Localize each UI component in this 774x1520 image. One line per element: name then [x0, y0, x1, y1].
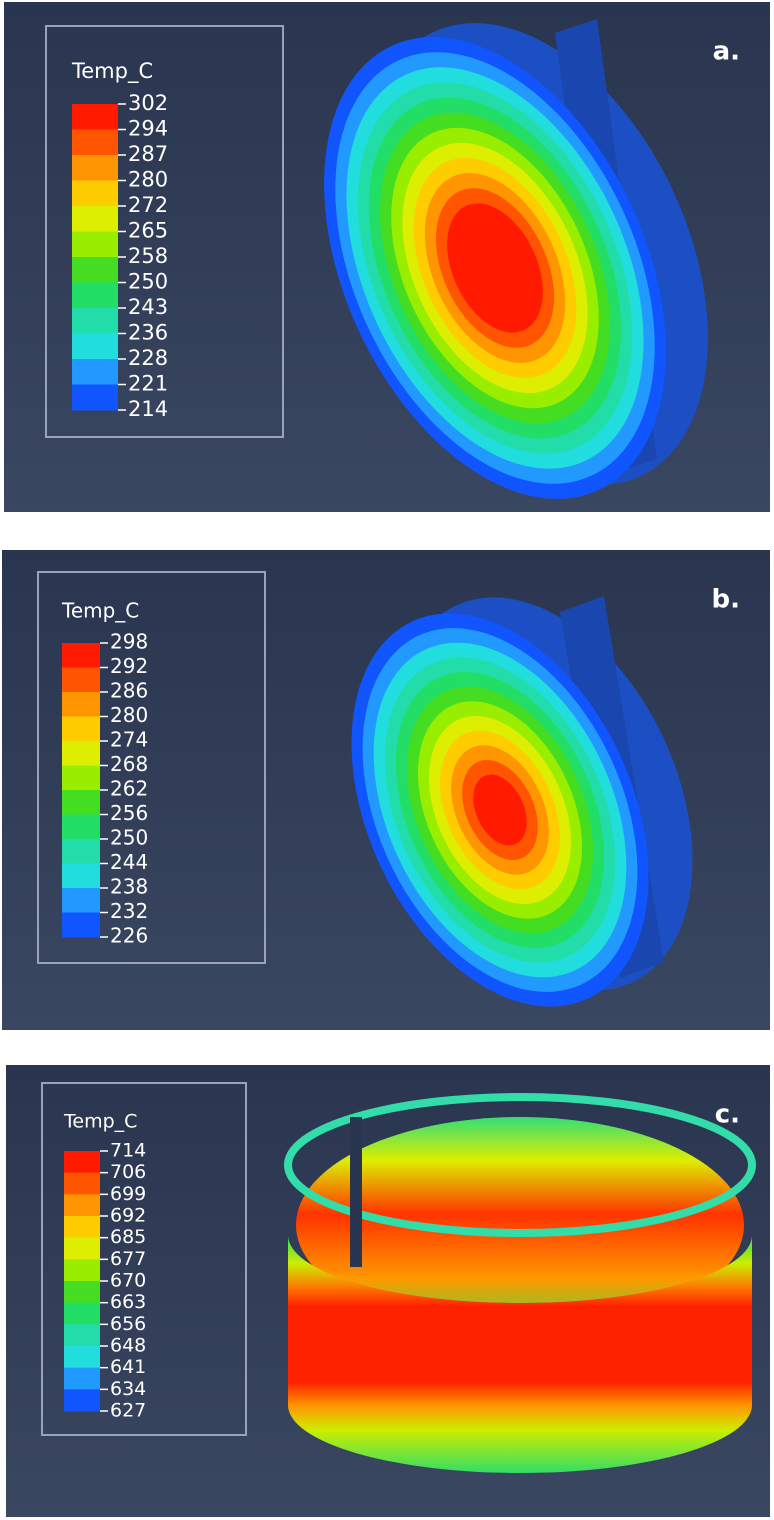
legend-color-band	[72, 104, 118, 130]
legend-value: 634	[110, 1378, 146, 1400]
legend-color-band	[72, 181, 118, 207]
legend-color-band	[72, 155, 118, 181]
legend-value: 244	[110, 850, 148, 874]
figure: Temp_Ca.30229428728027226525825024323622…	[0, 0, 774, 1520]
legend-color-band	[64, 1173, 100, 1195]
legend-color-band	[64, 1281, 100, 1303]
legend-value: 265	[128, 219, 168, 243]
legend-value: 298	[110, 630, 148, 654]
legend-value: 250	[128, 270, 168, 294]
legend-color-band	[62, 643, 100, 668]
panel-label: c.	[715, 1100, 740, 1130]
legend-color-band	[72, 206, 118, 232]
legend-value: 641	[110, 1356, 146, 1378]
legend-value: 648	[110, 1335, 146, 1357]
legend-value: 250	[110, 826, 148, 850]
legend-color-band	[62, 815, 100, 840]
legend-value: 692	[110, 1205, 146, 1227]
legend-color-band	[72, 359, 118, 385]
legend-color-band	[72, 308, 118, 334]
legend-value: 238	[110, 875, 148, 899]
legend-value: 262	[110, 777, 148, 801]
legend-value: 214	[128, 397, 168, 421]
panel-label: a.	[713, 37, 740, 67]
panel-label: b.	[712, 585, 741, 615]
legend-value: 221	[128, 372, 168, 396]
legend-color-band	[64, 1303, 100, 1325]
legend-color-band	[64, 1194, 100, 1216]
legend-color-band	[64, 1389, 100, 1411]
page: {"panels": [ {"label": "a.", "legend_tit…	[0, 0, 774, 1520]
legend-title: Temp_C	[63, 1111, 137, 1133]
legend-color-band	[62, 913, 100, 938]
legend-value: 677	[110, 1248, 146, 1270]
legend-value: 627	[110, 1400, 146, 1422]
legend-value: 714	[110, 1140, 146, 1162]
legend-value: 272	[128, 193, 168, 217]
legend-color-band	[64, 1238, 100, 1260]
legend-value: 256	[110, 801, 148, 825]
ring-slit	[350, 1117, 362, 1267]
legend-value: 706	[110, 1161, 146, 1183]
legend-value: 292	[110, 654, 148, 678]
legend-value: 236	[128, 321, 168, 345]
legend-color-band	[62, 839, 100, 864]
legend-value: 685	[110, 1226, 146, 1248]
legend-color-band	[62, 717, 100, 742]
legend-title: Temp_C	[61, 599, 139, 623]
legend-color-band	[62, 741, 100, 766]
legend-value: 699	[110, 1183, 146, 1205]
legend-color-band	[62, 766, 100, 791]
legend-value: 228	[128, 346, 168, 370]
legend-color-band	[62, 888, 100, 913]
panel: Temp_Ca.30229428728027226525825024323622…	[4, 0, 774, 553]
legend-title: Temp_C	[71, 59, 153, 84]
legend-value: 294	[128, 117, 168, 141]
legend-value: 280	[128, 168, 168, 192]
legend-value: 274	[110, 728, 148, 752]
legend-color-band	[62, 692, 100, 717]
legend-color-band	[64, 1259, 100, 1281]
legend-color-band	[72, 232, 118, 258]
legend-color-band	[62, 668, 100, 693]
legend-color-band	[64, 1346, 100, 1368]
legend-value: 258	[128, 244, 168, 268]
legend-value: 232	[110, 899, 148, 923]
legend-value: 656	[110, 1313, 146, 1335]
legend-color-band	[72, 283, 118, 309]
legend-value: 226	[110, 924, 148, 948]
legend-color-band	[72, 130, 118, 156]
legend-color-band	[62, 790, 100, 815]
legend-color-band	[64, 1216, 100, 1238]
panel: Temp_C c. 71470669969268567767066365664864…	[6, 1065, 770, 1517]
legend-color-band	[62, 864, 100, 889]
legend-value: 663	[110, 1291, 146, 1313]
legend-value: 280	[110, 703, 148, 727]
legend-color-band	[72, 334, 118, 360]
legend-value: 268	[110, 752, 148, 776]
legend-value: 286	[110, 679, 148, 703]
legend-color-band	[64, 1324, 100, 1346]
legend-value: 670	[110, 1270, 146, 1292]
legend-value: 243	[128, 295, 168, 319]
legend-color-band	[72, 385, 118, 411]
legend-color-band	[64, 1368, 100, 1390]
legend-value: 287	[128, 142, 168, 166]
legend-value: 302	[128, 91, 168, 115]
legend-color-band	[72, 257, 118, 283]
legend-color-band	[64, 1151, 100, 1173]
